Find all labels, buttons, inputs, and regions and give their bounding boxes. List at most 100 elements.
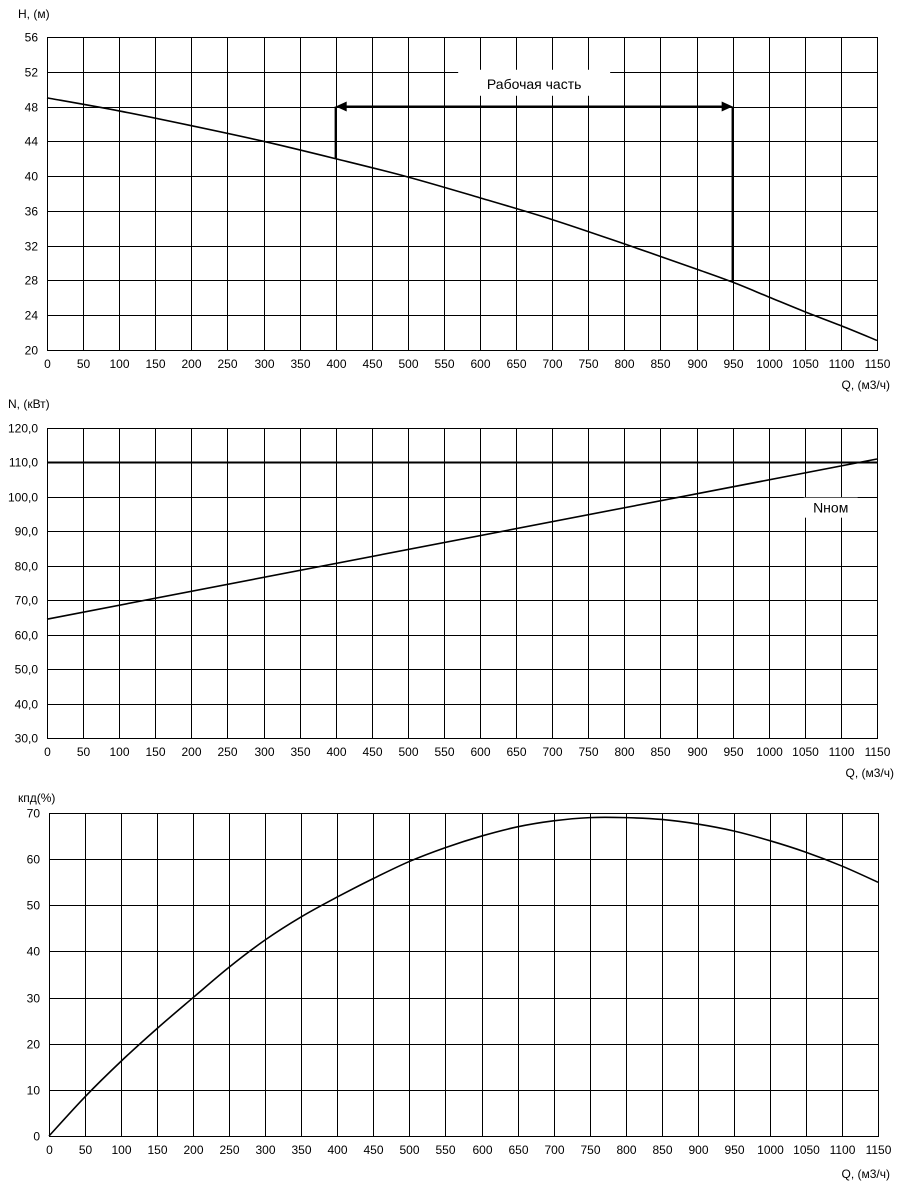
power-y-tick-label: 120,0 [8,422,38,436]
power-x-tick-label: 250 [217,745,237,759]
head-y-tick-label: 24 [25,309,39,323]
power-plot-frame [47,428,878,739]
nominal-power-label: Nном [813,500,848,516]
head-x-tick-label: 100 [109,357,129,371]
efficiency-y-tick-label: 30 [27,992,41,1006]
head-x-tick-label: 900 [687,357,707,371]
power-x-tick-label: 200 [181,745,201,759]
efficiency-x-tick-label: 800 [616,1143,636,1157]
efficiency-chart-marks [48,816,879,1137]
efficiency-x-tick-label: 150 [147,1143,167,1157]
power-chart-ticks: 0 50 100 150 200 250 300 350 400 450 500 550 600 650 7… [8,422,891,760]
efficiency-y-tick-label: 10 [27,1084,41,1098]
efficiency-y-tick-label: 20 [27,1038,41,1052]
power-x-tick-label: 0 [44,745,51,759]
head-plot-frame [47,37,878,351]
head-y-tick-label: 28 [25,274,39,288]
efficiency-x-tick-label: 1000 [757,1143,784,1157]
efficiency-x-tick-label: 0 [46,1143,53,1157]
power-chart: N, (кВт) Q, (м3/ч) 0 50 100 150 200 250 300 350… [8,397,894,780]
head-chart: H, (м) Q, (м3/ч) 0 50 100 150 200 250 300 350 40… [18,7,891,392]
efficiency-x-tick-label: 200 [183,1143,203,1157]
head-x-tick-label: 1050 [792,357,819,371]
efficiency-y-tick-label: 70 [27,807,41,821]
head-chart-marks: Рабочая часть [46,69,878,342]
head-x-tick-label: 450 [362,357,382,371]
head-x-tick-label: 400 [326,357,346,371]
efficiency-chart-ticks: 0 50 100 150 200 250 300 350 400 450 500 550 600 650 7… [27,807,892,1158]
power-chart-marks: Nном [46,458,878,620]
power-x-axis-label: Q, (м3/ч) [845,766,894,780]
head-x-tick-label: 600 [470,357,490,371]
power-x-tick-label: 900 [687,745,707,759]
efficiency-x-tick-label: 850 [652,1143,672,1157]
power-x-tick-label: 850 [650,745,670,759]
efficiency-y-tick-label: 0 [33,1130,40,1144]
efficiency-x-tick-label: 550 [435,1143,455,1157]
power-y-tick-label: 70,0 [15,594,39,608]
power-y-tick-label: 80,0 [15,560,39,574]
power-axis-label: N, (кВт) [8,397,50,411]
power-x-tick-label: 1050 [792,745,819,759]
head-x-tick-label: 150 [145,357,165,371]
range-label: Рабочая часть [487,76,582,92]
power-x-tick-label: 700 [542,745,562,759]
head-x-axis-label: Q, (м3/ч) [841,378,890,392]
power-x-tick-label: 950 [723,745,743,759]
efficiency-x-tick-label: 650 [508,1143,528,1157]
power-y-tick-label: 110,0 [9,456,38,470]
head-x-tick-label: 0 [44,357,51,371]
efficiency-chart: кпд(%) Q, (м3/ч) 0 50 100 150 200 250 300 350 40… [18,791,892,1181]
head-chart-grid [47,37,878,351]
efficiency-x-tick-label: 1050 [793,1143,820,1157]
power-x-tick-label: 600 [470,745,490,759]
power-x-tick-label: 50 [77,745,91,759]
efficiency-x-tick-label: 100 [111,1143,131,1157]
efficiency-x-tick-label: 1150 [866,1143,892,1157]
power-x-tick-label: 150 [145,745,165,759]
head-axis-label: H, (м) [18,7,50,21]
power-x-tick-label: 450 [362,745,382,759]
power-x-tick-label: 1150 [865,745,891,759]
head-y-tick-label: 56 [25,31,39,45]
head-x-tick-label: 650 [506,357,526,371]
power-x-tick-label: 750 [578,745,598,759]
efficiency-x-tick-label: 300 [255,1143,275,1157]
efficiency-plot-frame [49,813,879,1137]
efficiency-x-tick-label: 350 [291,1143,311,1157]
head-x-tick-label: 50 [77,357,91,371]
nominal-label-background [803,497,858,518]
head-y-tick-label: 32 [25,240,39,254]
range-label-background [458,69,611,96]
head-y-tick-label: 44 [25,135,39,149]
head-y-tick-label: 36 [25,205,39,219]
efficiency-x-tick-label: 900 [688,1143,708,1157]
efficiency-x-tick-label: 600 [472,1143,492,1157]
efficiency-x-tick-label: 750 [580,1143,600,1157]
power-x-tick-label: 300 [254,745,274,759]
head-x-tick-label: 950 [723,357,743,371]
power-x-tick-label: 800 [614,745,634,759]
efficiency-y-tick-label: 60 [27,853,41,867]
power-curve [46,458,878,620]
head-x-tick-label: 350 [290,357,310,371]
efficiency-x-tick-label: 1100 [830,1143,856,1157]
head-chart-ticks: 0 50 100 150 200 250 300 350 400 450 500 550 600 650 7… [25,31,891,372]
power-chart-grid [47,428,878,739]
range-arrow-left-head [335,101,347,112]
power-y-tick-label: 40,0 [15,698,39,712]
efficiency-x-tick-label: 50 [79,1143,93,1157]
power-y-tick-label: 90,0 [15,525,39,539]
efficiency-x-tick-label: 500 [399,1143,419,1157]
power-x-tick-label: 350 [290,745,310,759]
head-y-tick-label: 20 [25,344,39,358]
efficiency-x-axis-label: Q, (м3/ч) [841,1167,890,1181]
head-x-tick-label: 1150 [865,357,891,371]
efficiency-x-tick-label: 400 [327,1143,347,1157]
power-x-tick-label: 100 [109,745,129,759]
efficiency-y-tick-label: 50 [27,899,41,913]
head-x-tick-label: 550 [434,357,454,371]
head-x-tick-label: 300 [254,357,274,371]
head-x-tick-label: 850 [650,357,670,371]
